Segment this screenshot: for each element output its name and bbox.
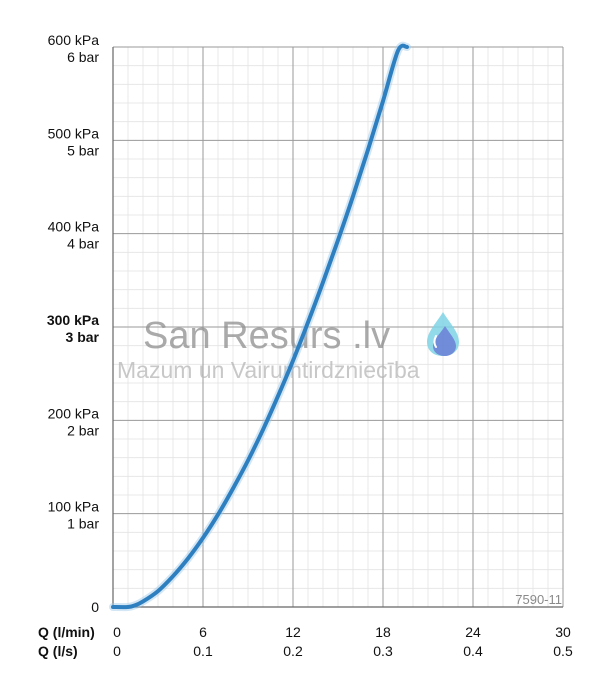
- water-drop-icon: [427, 312, 459, 356]
- y-tick-label-bar: 5 bar: [67, 142, 99, 158]
- x-tick-label: 0.5: [553, 643, 573, 659]
- figure-code: 7590-11: [515, 592, 562, 607]
- x-tick-label: 0: [113, 643, 121, 659]
- series-line: [111, 43, 409, 610]
- series-layer: [109, 41, 411, 612]
- x-tick-label: 18: [375, 624, 391, 640]
- x-axis-row-label: Q (l/min): [38, 624, 95, 640]
- y-tick-label-kpa: 200 kPa: [48, 405, 100, 421]
- y-tick-label-kpa: 600 kPa: [48, 32, 100, 48]
- x-tick-label: 12: [285, 624, 301, 640]
- x-tick-label: 24: [465, 624, 481, 640]
- y-tick-label-kpa: 100 kPa: [48, 499, 100, 515]
- x-tick-label: 0: [113, 624, 121, 640]
- x-axis-tick-labels: Q (l/min) 0 6 12 18 24 30 Q (l/s) 0 0.1 0.2 0.3 0.4 0…: [38, 624, 573, 659]
- x-tick-label: 0.4: [463, 643, 483, 659]
- y-tick-label-bar: 1 bar: [67, 516, 99, 532]
- watermark-subtitle: Mazum un Vairumtirdzniecība: [117, 357, 420, 383]
- y-tick-label-kpa: 300 kPa: [47, 312, 99, 328]
- x-tick-label: 6: [199, 624, 207, 640]
- y-tick-label-bar: 2 bar: [67, 422, 99, 438]
- y-tick-label-kpa: 500 kPa: [48, 125, 100, 141]
- y-tick-label-bar: 4 bar: [67, 236, 99, 252]
- x-tick-label: 30: [555, 624, 571, 640]
- y-tick-label-kpa: 400 kPa: [48, 219, 100, 235]
- x-tick-label: 0.3: [373, 643, 393, 659]
- x-tick-label: 0.1: [193, 643, 213, 659]
- y-tick-label-bar: 3 bar: [66, 329, 100, 345]
- y-tick-label-bar: 6 bar: [67, 49, 99, 65]
- y-tick-label-kpa: 0: [91, 599, 99, 615]
- x-tick-label: 0.2: [283, 643, 303, 659]
- major-grid: [112, 46, 564, 608]
- watermark-title: San Resurs .lv: [143, 315, 390, 357]
- x-axis-row-label: Q (l/s): [38, 643, 78, 659]
